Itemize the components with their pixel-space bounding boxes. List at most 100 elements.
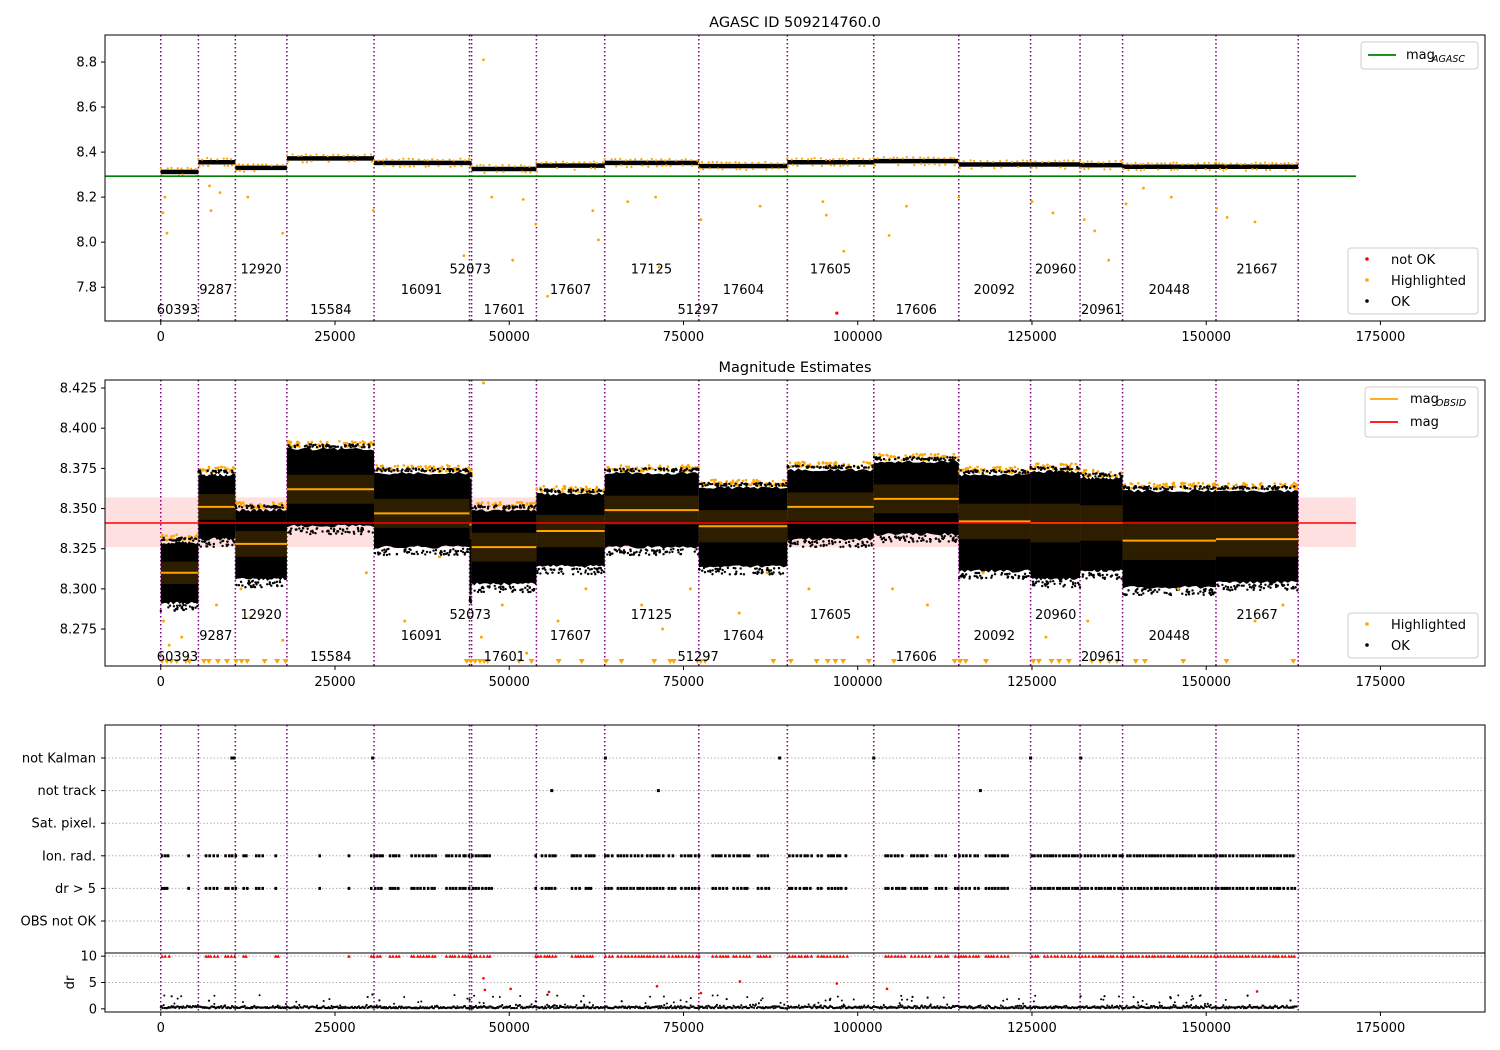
ok-point [315, 527, 318, 531]
highlighted-point [801, 460, 804, 464]
ok-point [989, 469, 993, 472]
ok-point [309, 530, 313, 533]
ok-point [872, 456, 876, 459]
highlighted-point [1207, 161, 1210, 164]
highlighted-point [640, 158, 643, 161]
highlighted-point [771, 167, 774, 170]
dr-point [650, 1006, 653, 1009]
not-ok-point [835, 311, 839, 315]
dr-point [1164, 1006, 1167, 1009]
highlighted-point [964, 467, 968, 470]
dr-point [406, 1006, 409, 1009]
dr-point [395, 1006, 397, 1009]
ok-point [527, 590, 530, 594]
dr-point [694, 1006, 697, 1009]
dr-point [668, 1006, 671, 1009]
ok-point [217, 469, 220, 472]
highlighted-point [545, 160, 548, 164]
segment-points [697, 478, 789, 576]
ok-point [941, 537, 945, 541]
dr-point [425, 1007, 428, 1010]
flag-point [474, 886, 478, 890]
ok-point [252, 583, 255, 587]
ok-point [245, 506, 249, 510]
dr-point [1022, 1002, 1025, 1005]
ok-point [225, 544, 229, 548]
flag-point [1071, 886, 1074, 890]
ok-point [486, 507, 490, 510]
dr-point [209, 1006, 212, 1009]
ok-point [829, 466, 833, 469]
flag-point [1249, 886, 1253, 890]
dr-point [495, 1006, 498, 1009]
legend-line-label: mag [1406, 48, 1435, 63]
highlighted-point [658, 464, 662, 468]
clipped-point-marker [1114, 659, 1120, 664]
clipped-point-marker [1141, 659, 1148, 664]
ok-point [473, 589, 476, 592]
dr-point [272, 1005, 274, 1008]
dr-point [1008, 1007, 1011, 1010]
highlighted-point [332, 153, 335, 156]
ok-point [483, 505, 486, 509]
highlighted-point [957, 195, 961, 199]
ok-point [1022, 469, 1025, 472]
highlighted-point [338, 439, 341, 443]
ok-point [226, 471, 229, 475]
flag-point [968, 886, 971, 890]
ok-point [702, 566, 706, 570]
ok-point [940, 535, 944, 538]
dr-point [403, 1006, 406, 1009]
dr-point [1145, 1003, 1148, 1006]
ok-point [1014, 573, 1017, 577]
dr-point [494, 1007, 497, 1010]
ok-point [662, 469, 666, 472]
dr-point [1189, 1006, 1192, 1009]
dr-point [229, 1007, 231, 1010]
dr-point [985, 1005, 988, 1008]
flag-point [1119, 886, 1123, 890]
ok-point [182, 603, 185, 607]
highlighted-point [402, 157, 405, 160]
ok-point [760, 568, 764, 572]
dr-point [582, 1006, 585, 1009]
highlighted-point [1292, 168, 1295, 172]
flag-point [1141, 854, 1145, 858]
dr-point [601, 1006, 604, 1009]
highlighted-point [1258, 482, 1262, 486]
ok-point [240, 506, 244, 509]
highlighted-point [407, 157, 410, 160]
dr-point [1209, 1003, 1212, 1006]
highlighted-point [929, 452, 933, 456]
ok-point [308, 446, 311, 449]
highlighted-point [752, 168, 755, 171]
dr-point [757, 1002, 760, 1005]
ok-point [1248, 583, 1251, 586]
ok-point [507, 504, 511, 508]
highlighted-edge-points [603, 157, 700, 169]
ok-point [290, 527, 293, 530]
dr-point [1149, 1006, 1152, 1009]
ok-point [742, 573, 746, 576]
ok-point [385, 553, 389, 557]
dr-point [815, 1007, 818, 1010]
obsid-label: 17125 [631, 608, 672, 623]
ok-point [1037, 466, 1041, 469]
ok-point [1152, 590, 1155, 593]
ok-points-band [374, 160, 470, 166]
ok-point [470, 474, 473, 478]
x-tick-label: 175000 [1356, 675, 1406, 690]
ok-point [474, 507, 478, 510]
highlighted-point [625, 465, 628, 468]
dr-point [960, 1006, 963, 1009]
dr-point [942, 1006, 945, 1009]
clipped-point-marker [702, 659, 709, 664]
dr-point [550, 1006, 552, 1009]
flag-point [234, 886, 238, 890]
highlighted-point [1134, 161, 1137, 164]
dr-point [797, 1006, 799, 1009]
dr-point [339, 1004, 342, 1007]
highlighted-point [419, 465, 422, 468]
flag-point [1178, 854, 1182, 858]
ok-point [789, 545, 792, 548]
